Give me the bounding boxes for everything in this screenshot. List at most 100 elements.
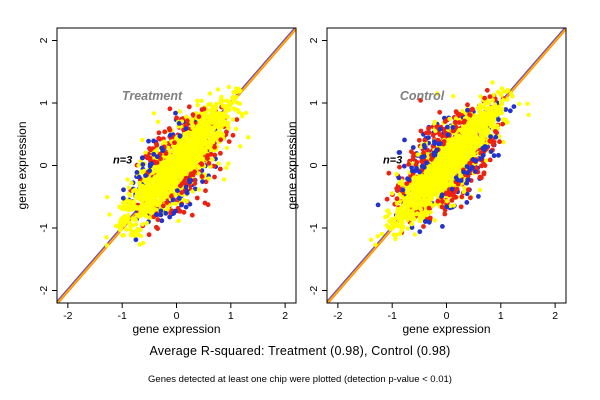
- point: [465, 170, 470, 176]
- point: [407, 214, 412, 219]
- point: [439, 204, 445, 210]
- point: [219, 94, 224, 100]
- point: [394, 196, 400, 202]
- point: [183, 175, 189, 181]
- point: [488, 149, 494, 155]
- point: [145, 209, 151, 214]
- x-tick-label: -2: [63, 310, 72, 322]
- point: [396, 150, 402, 155]
- point: [517, 101, 522, 107]
- point: [461, 155, 467, 160]
- point: [464, 149, 469, 154]
- point: [192, 164, 198, 169]
- point: [196, 148, 202, 153]
- point: [386, 170, 392, 176]
- point: [444, 199, 450, 204]
- point: [451, 203, 457, 208]
- point: [186, 104, 192, 110]
- point: [149, 161, 155, 167]
- point: [155, 183, 160, 188]
- point: [395, 206, 400, 212]
- point: [203, 188, 208, 194]
- point: [239, 111, 245, 117]
- point: [440, 149, 445, 154]
- point: [134, 228, 140, 234]
- point: [493, 112, 498, 117]
- point: [129, 180, 134, 186]
- point: [490, 142, 496, 148]
- point: [481, 122, 487, 127]
- point: [172, 180, 177, 186]
- point: [423, 209, 428, 214]
- point: [144, 202, 150, 207]
- point: [476, 123, 481, 128]
- point: [526, 112, 531, 118]
- point: [432, 165, 438, 170]
- point: [410, 156, 416, 162]
- point: [422, 219, 428, 224]
- point: [464, 191, 470, 197]
- point: [387, 225, 393, 231]
- point: [183, 204, 189, 210]
- point: [436, 191, 441, 196]
- point: [230, 132, 236, 138]
- point: [134, 206, 139, 211]
- point: [139, 155, 145, 161]
- point: [404, 181, 410, 187]
- point: [411, 176, 416, 181]
- point: [385, 208, 390, 213]
- point: [449, 198, 455, 203]
- point: [238, 88, 243, 94]
- point: [493, 129, 498, 134]
- point: [207, 117, 212, 122]
- point: [487, 106, 492, 111]
- y-tick-label: -1: [308, 223, 320, 232]
- point: [233, 126, 239, 132]
- point: [226, 84, 232, 90]
- point: [397, 210, 402, 215]
- point: [456, 112, 461, 117]
- point: [122, 203, 127, 209]
- point: [467, 112, 472, 117]
- point: [393, 236, 398, 241]
- point: [165, 190, 170, 196]
- point: [461, 189, 466, 194]
- point: [209, 109, 214, 114]
- point: [432, 218, 438, 223]
- point: [448, 155, 453, 160]
- point: [482, 95, 487, 101]
- point: [476, 109, 482, 114]
- point: [447, 165, 452, 170]
- point: [132, 217, 137, 222]
- point: [204, 119, 209, 125]
- point: [462, 123, 467, 129]
- point: [200, 179, 205, 185]
- point: [487, 138, 493, 144]
- point: [121, 187, 126, 193]
- point: [153, 179, 158, 185]
- point: [486, 112, 491, 118]
- point: [373, 242, 378, 247]
- point: [158, 200, 163, 205]
- point: [199, 111, 204, 116]
- point: [220, 117, 225, 123]
- point: [426, 130, 432, 135]
- plot-box: [326, 27, 567, 304]
- point: [140, 240, 146, 246]
- point: [212, 152, 218, 158]
- point: [461, 169, 466, 175]
- point: [175, 162, 180, 167]
- point: [422, 184, 427, 189]
- x-tick-label: 1: [228, 310, 234, 322]
- point: [450, 141, 456, 147]
- point: [503, 107, 509, 112]
- point: [432, 186, 437, 191]
- point: [408, 185, 413, 190]
- point: [220, 98, 225, 104]
- point: [215, 133, 221, 138]
- y-axis-label: gene expression: [285, 121, 299, 209]
- point: [460, 146, 466, 151]
- point: [411, 151, 417, 157]
- point: [104, 195, 110, 200]
- point: [426, 126, 431, 131]
